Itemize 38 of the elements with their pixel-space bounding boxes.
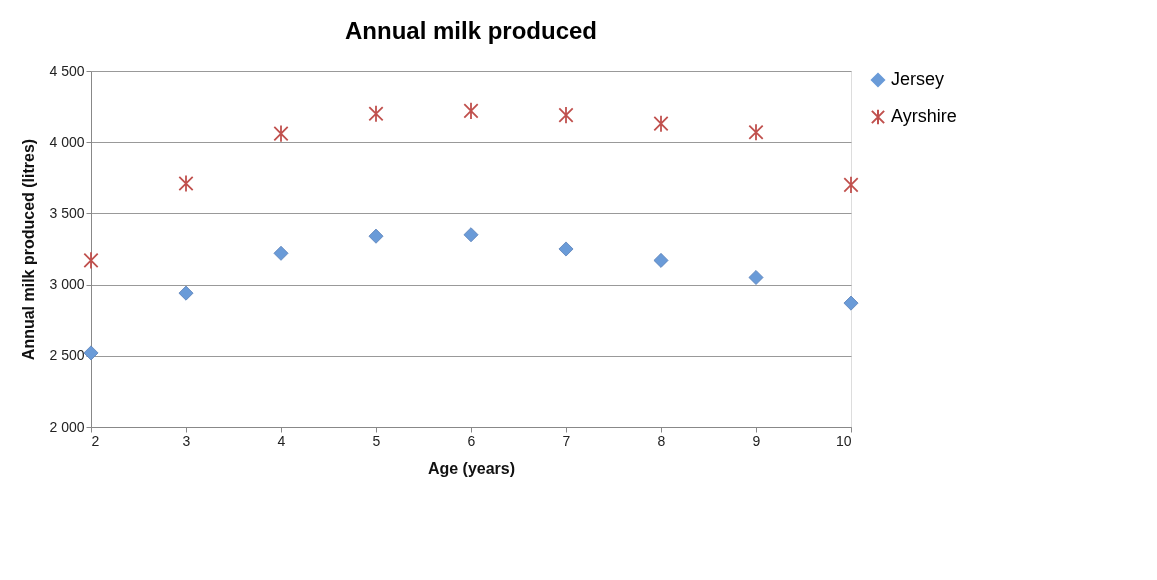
x-tick-label: 4 [277, 432, 286, 449]
point [178, 174, 194, 193]
point [748, 270, 764, 285]
x-axis-title: Age (years) [427, 459, 516, 477]
point [558, 106, 574, 125]
point [748, 123, 764, 142]
x-tick-label: 6 [467, 432, 476, 449]
point [558, 241, 574, 257]
x-tick-label: 7 [562, 432, 571, 449]
point [83, 251, 99, 270]
point [653, 252, 669, 268]
point [273, 245, 289, 261]
y-tick-label: 2 500 [49, 347, 85, 364]
point [843, 175, 859, 194]
point [368, 228, 384, 244]
y-tick-label: 3 500 [49, 204, 85, 221]
x-tick-label: 8 [657, 432, 666, 449]
x-tick-label: 5 [372, 432, 381, 449]
point [178, 285, 194, 301]
x-tick-label: 9 [752, 432, 761, 449]
point [463, 227, 479, 243]
x-tick-label: 3 [182, 432, 191, 449]
y-tick-label: 4 500 [49, 62, 85, 79]
legend-label: Jersey [891, 69, 945, 89]
point [273, 124, 289, 143]
point [843, 295, 859, 311]
point [463, 101, 479, 120]
x-tick-label: 2 [91, 432, 100, 449]
y-tick-label: 3 000 [49, 276, 85, 293]
x-tick-label: 10 [835, 432, 852, 449]
legend-label: Ayrshire [891, 106, 957, 126]
point [83, 345, 99, 361]
point [368, 104, 384, 123]
point [653, 114, 669, 133]
y-tick-label: 4 000 [49, 133, 85, 150]
y-tick-label: 2 000 [49, 418, 85, 435]
chart-title: Annual milk produced [344, 17, 598, 44]
y-axis-title: Annual milk produced (litres) [20, 138, 38, 361]
